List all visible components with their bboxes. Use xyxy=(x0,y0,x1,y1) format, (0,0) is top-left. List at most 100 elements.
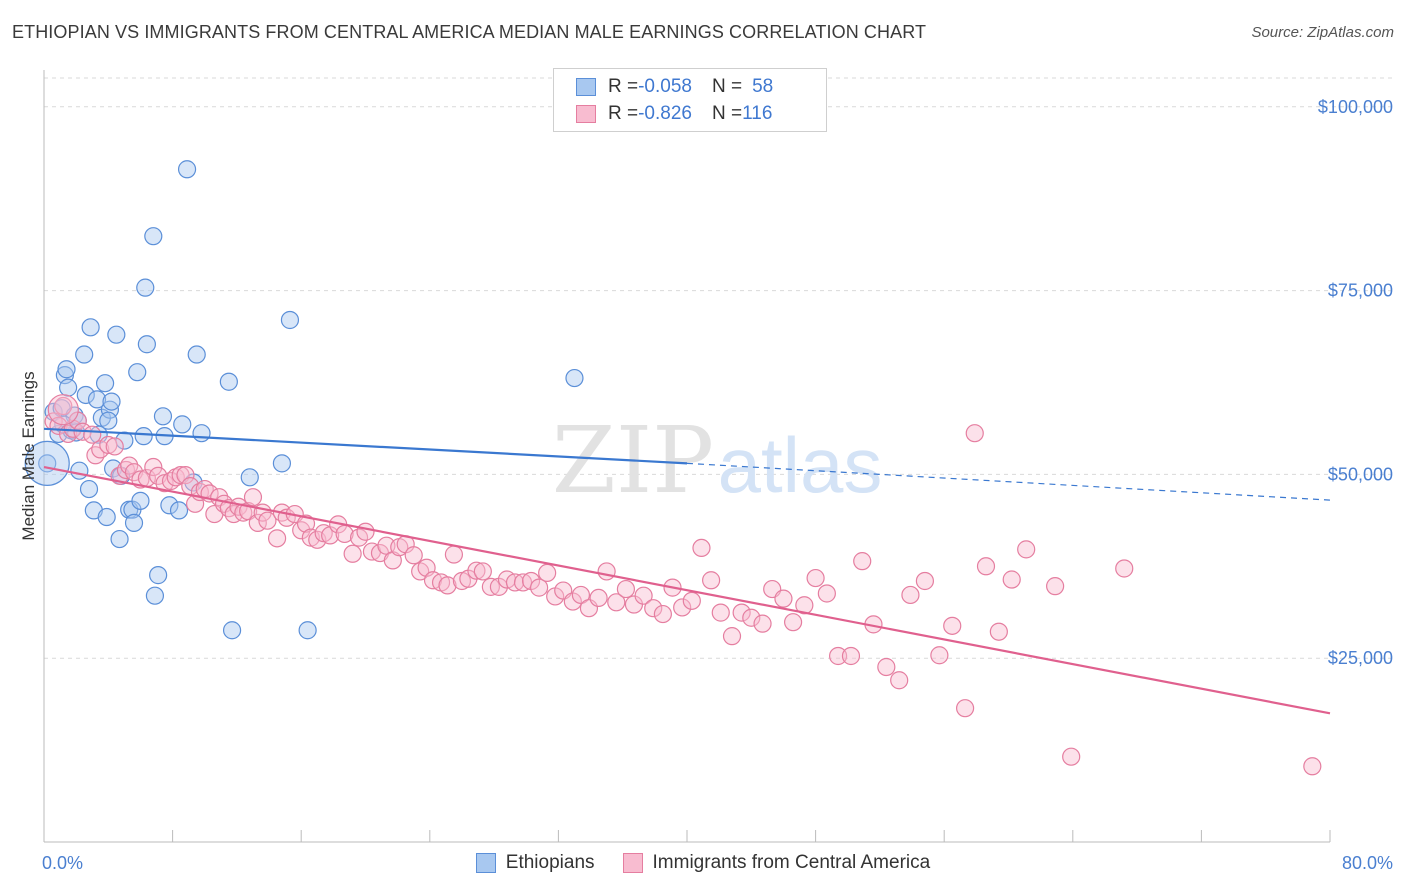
data-points xyxy=(24,160,1322,776)
point-ethiopians xyxy=(145,586,165,605)
point-central-america xyxy=(943,616,962,635)
point-central-america xyxy=(1046,577,1065,596)
point-ethiopians xyxy=(222,621,242,640)
legend-item-central-america[interactable]: Immigrants from Central America xyxy=(622,852,931,874)
point-ethiopians xyxy=(219,372,238,391)
point-central-america xyxy=(774,589,793,608)
point-ethiopians xyxy=(280,310,300,330)
y-tick-label: $100,000 xyxy=(1318,97,1393,117)
point-ethiopians xyxy=(81,318,100,337)
point-ethiopians xyxy=(128,363,147,382)
chart-source: Source: ZipAtlas.com xyxy=(1251,24,1394,41)
point-ethiopians xyxy=(160,496,179,515)
point-ethiopians xyxy=(24,440,70,486)
point-central-america xyxy=(722,627,742,646)
point-central-america xyxy=(806,568,825,588)
point-central-america xyxy=(571,585,591,605)
point-central-america xyxy=(616,579,636,599)
legend-n-value: 58 xyxy=(752,76,774,97)
point-central-america xyxy=(54,396,73,416)
point-ethiopians xyxy=(57,360,76,379)
point-central-america xyxy=(243,488,263,507)
point-central-america xyxy=(829,646,848,666)
point-central-america xyxy=(1062,747,1081,766)
point-central-america xyxy=(444,545,464,564)
point-ethiopians xyxy=(107,325,126,344)
point-central-america xyxy=(644,599,663,618)
series-legend: Ethiopians Immigrants from Central Ameri… xyxy=(0,852,1406,874)
point-central-america xyxy=(473,562,492,581)
grid-lines xyxy=(44,77,1392,659)
point-ethiopians xyxy=(99,411,118,430)
point-central-america xyxy=(99,435,118,455)
point-ethiopians xyxy=(97,507,116,527)
point-central-america xyxy=(105,437,124,456)
axis-labels: $25,000 $50,000 $75,000 $100,000 0.0% 80.0% Me… xyxy=(19,97,1393,873)
trend-line-central-america xyxy=(43,465,1331,715)
point-central-america xyxy=(404,546,423,565)
point-ethiopians xyxy=(70,461,89,480)
legend-n-value: 116 xyxy=(742,103,773,124)
point-ethiopians xyxy=(192,424,211,443)
point-ethiopians xyxy=(137,335,156,354)
point-ethiopians xyxy=(272,454,292,473)
point-central-america xyxy=(144,457,163,477)
point-central-america xyxy=(702,571,721,590)
legend-row-ethiopians: R = -0.058 N = 58 xyxy=(576,75,773,99)
point-central-america xyxy=(86,446,105,465)
legend-item-ethiopians[interactable]: Ethiopians xyxy=(475,852,595,874)
point-central-america xyxy=(530,578,549,597)
point-central-america xyxy=(1303,757,1322,776)
point-ethiopians xyxy=(565,368,584,388)
trend-lines xyxy=(43,427,1331,715)
point-ethiopians xyxy=(124,513,144,533)
point-ethiopians xyxy=(87,390,107,409)
point-central-america xyxy=(258,511,277,530)
point-central-america xyxy=(176,466,195,485)
legend-row-central-america: R = -0.826 N = 116 xyxy=(576,102,772,126)
y-tick-label: $25,000 xyxy=(1328,648,1393,668)
point-central-america xyxy=(634,586,653,605)
point-central-america xyxy=(817,584,836,603)
point-ethiopians xyxy=(298,621,317,640)
watermark: ZIP atlas xyxy=(552,407,882,514)
point-ethiopians xyxy=(134,427,153,446)
point-ethiopians xyxy=(173,415,192,434)
point-central-america xyxy=(343,544,362,563)
point-central-america xyxy=(356,522,375,541)
point-ethiopians xyxy=(177,160,197,179)
point-central-america xyxy=(930,646,949,665)
point-central-america xyxy=(607,593,626,612)
point-central-america xyxy=(955,699,975,718)
point-central-america xyxy=(589,588,608,608)
y-tick-label: $75,000 xyxy=(1328,281,1393,301)
point-central-america xyxy=(711,603,730,622)
x-tick-label: 0.0% xyxy=(42,853,83,873)
point-central-america xyxy=(853,552,872,571)
x-tick-label: 80.0% xyxy=(1342,853,1393,873)
legend-r-value: -0.058 xyxy=(638,76,692,97)
point-ethiopians xyxy=(102,392,121,411)
chart-title: ETHIOPIAN VS IMMIGRANTS FROM CENTRAL AME… xyxy=(12,22,927,42)
point-ethiopians xyxy=(95,374,115,393)
point-central-america xyxy=(989,622,1008,641)
point-central-america xyxy=(783,613,803,632)
legend-r-label: R = xyxy=(608,76,639,97)
legend-n-label: N = xyxy=(711,103,743,124)
point-ethiopians xyxy=(75,345,94,364)
point-central-america xyxy=(753,614,772,633)
point-ethiopians xyxy=(144,227,163,246)
trend-line-ethiopians xyxy=(43,427,688,465)
point-ethiopians xyxy=(136,278,155,297)
legend-label-central-america: Immigrants from Central America xyxy=(652,852,931,873)
point-ethiopians xyxy=(59,378,78,397)
point-central-america xyxy=(438,576,457,595)
watermark-atlas: atlas xyxy=(718,421,883,509)
legend-r-value: -0.826 xyxy=(638,103,692,124)
point-ethiopians xyxy=(110,529,129,549)
legend-label-ethiopians: Ethiopians xyxy=(505,852,595,873)
correlation-legend: R = -0.058 N = 58 R = -0.826 N = 116 xyxy=(553,68,827,132)
y-axis-label: Median Male Earnings xyxy=(19,371,38,540)
point-central-america xyxy=(1002,570,1021,589)
